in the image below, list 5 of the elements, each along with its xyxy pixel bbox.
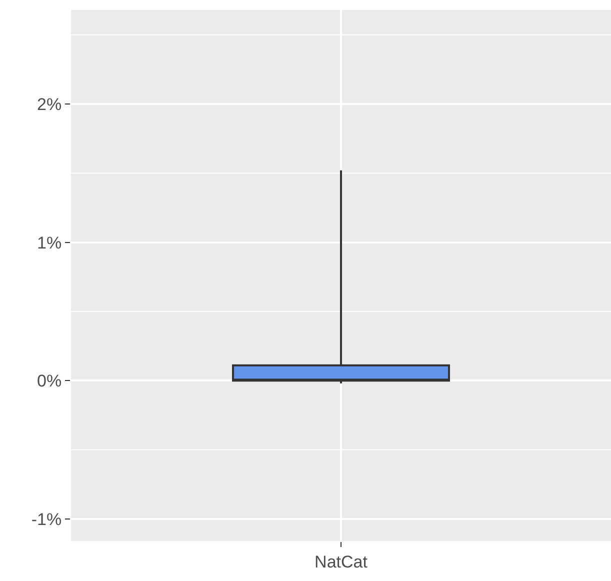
y-tick-label: 0% bbox=[37, 372, 62, 391]
y-tick-label: 2% bbox=[37, 94, 62, 114]
y-tick-label: 1% bbox=[37, 233, 62, 252]
y-tick-label: -1% bbox=[31, 510, 62, 529]
x-tick-label: NatCat bbox=[314, 552, 368, 572]
